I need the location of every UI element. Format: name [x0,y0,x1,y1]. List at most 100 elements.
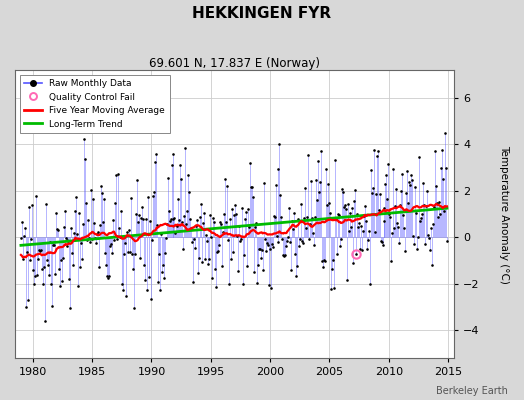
Point [413,246,421,252]
Point [31,193,40,199]
Point [97,183,105,189]
Point [282,243,291,249]
Point [67,225,75,232]
Point [363,246,371,252]
Point [149,189,158,195]
Point [411,184,419,191]
Point [17,235,25,242]
Point [235,222,243,229]
Point [317,148,325,154]
Point [435,199,443,206]
Point [199,220,208,226]
Point [168,150,177,157]
Point [121,240,129,246]
Point [35,247,43,254]
Point [133,176,141,183]
Point [436,211,444,218]
Point [390,224,399,231]
Point [359,213,368,220]
Point [406,182,414,188]
Point [100,196,108,202]
Point [202,232,210,238]
Point [230,212,238,218]
Point [274,166,282,172]
Point [343,277,351,283]
Point [296,236,304,243]
Point [378,242,387,248]
Point [276,192,285,198]
Point [353,210,361,217]
Point [416,218,424,224]
Point [192,223,201,229]
Point [166,216,174,222]
Point [379,218,388,224]
Point [70,230,79,236]
Point [327,286,335,292]
Point [93,231,102,237]
Point [395,239,403,246]
Point [342,206,350,212]
Point [138,204,146,210]
Point [92,240,101,246]
Point [341,201,349,208]
Point [272,233,281,239]
Point [30,280,38,287]
Point [403,168,411,174]
Point [59,224,68,230]
Point [228,206,236,212]
Point [252,220,260,226]
Point [114,171,122,177]
Point [431,148,439,154]
Point [74,283,83,289]
Text: Berkeley Earth: Berkeley Earth [436,386,508,396]
Point [291,251,300,258]
Point [130,251,139,257]
Point [285,205,293,212]
Point [75,210,83,216]
Point [266,284,275,291]
Point [186,216,194,222]
Point [286,238,294,245]
Point [211,266,219,272]
Point [150,159,159,165]
Point [419,180,428,186]
Point [157,231,165,238]
Point [125,227,133,234]
Point [157,269,166,276]
Point [284,234,292,241]
Point [249,268,258,275]
Point [151,150,160,157]
Point [38,266,46,272]
Point [433,200,441,207]
Point [383,172,391,178]
Point [254,262,262,268]
Point [210,219,219,226]
Point [333,251,341,257]
Point [226,216,234,222]
Point [274,239,282,245]
Point [424,232,432,238]
Point [312,177,320,184]
Point [279,252,288,258]
Point [187,225,195,231]
Point [95,264,103,270]
Point [88,236,96,242]
Point [190,236,199,242]
Point [167,162,176,168]
Point [43,262,52,268]
Point [105,272,113,279]
Point [401,248,409,254]
Point [66,305,74,312]
Point [263,239,271,246]
Point [373,153,381,160]
Point [357,247,366,253]
Point [112,172,120,178]
Point [311,214,319,220]
Point [289,226,298,232]
Point [256,255,265,262]
Point [399,212,408,218]
Point [345,228,353,234]
Point [109,217,117,224]
Point [110,237,118,243]
Point [234,268,242,274]
